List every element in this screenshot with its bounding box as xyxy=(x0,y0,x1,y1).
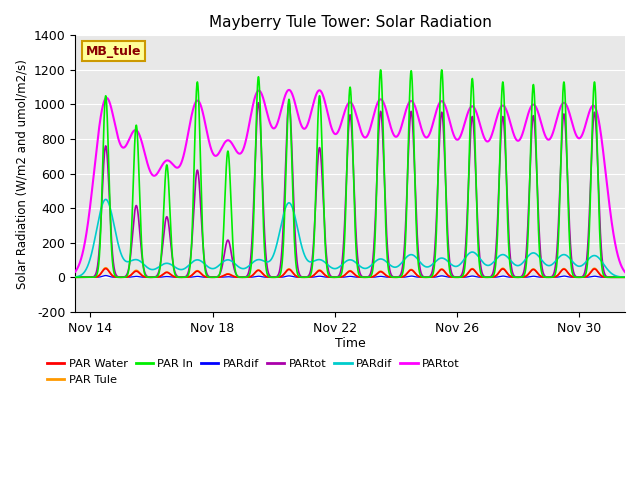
X-axis label: Time: Time xyxy=(335,337,365,350)
Text: MB_tule: MB_tule xyxy=(86,45,141,58)
Y-axis label: Solar Radiation (W/m2 and umol/m2/s): Solar Radiation (W/m2 and umol/m2/s) xyxy=(15,59,28,288)
Title: Mayberry Tule Tower: Solar Radiation: Mayberry Tule Tower: Solar Radiation xyxy=(209,15,492,30)
Legend: PAR Water, PAR Tule, PAR In, PARdif, PARtot, PARdif, PARtot: PAR Water, PAR Tule, PAR In, PARdif, PAR… xyxy=(42,354,465,389)
